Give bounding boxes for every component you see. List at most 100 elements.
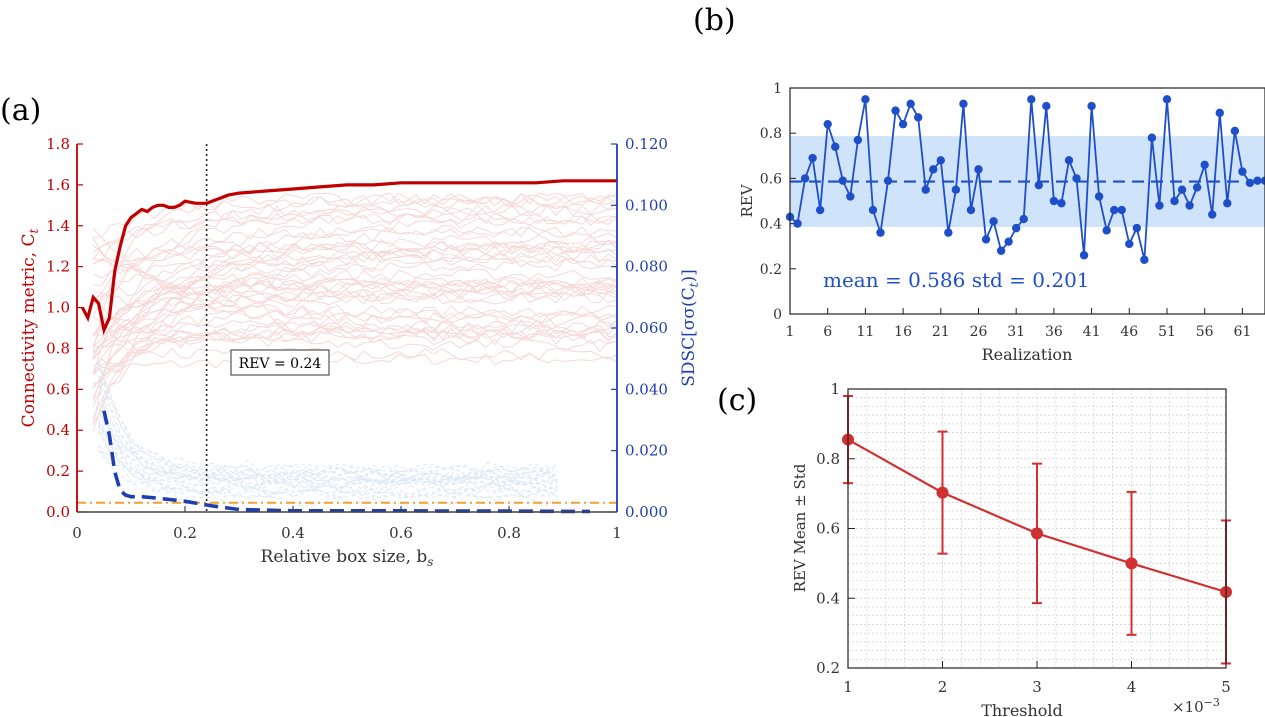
data-point <box>1042 101 1051 111</box>
data-point <box>898 119 908 129</box>
faint-sdsc-line <box>98 361 558 480</box>
data-point <box>1125 557 1138 570</box>
faint-realization-line <box>93 212 618 262</box>
y-tick-label: 0.4 <box>816 589 840 607</box>
x-tick-label: 11 <box>856 324 874 340</box>
x-tick-label: 56 <box>1196 324 1214 340</box>
data-point <box>996 246 1006 255</box>
y-axis-label: REV <box>738 183 756 217</box>
x-axis-multiplier: ×10−3 <box>1172 696 1220 716</box>
data-point <box>800 174 810 183</box>
data-point <box>1004 237 1013 246</box>
x-axis-multiplier-base: ×10 <box>1172 698 1204 716</box>
data-point <box>929 165 938 174</box>
panel-label-a: (a) <box>0 93 41 128</box>
panel-c: 0.2 0.4 0.6 0.8 1 1 2 3 4 5 Threshold ×10−3 REV M… <box>791 380 1232 717</box>
data-point <box>1215 108 1224 118</box>
faint-realization-line <box>92 258 618 353</box>
data-point <box>966 205 976 215</box>
faint-sdsc-line <box>98 409 558 474</box>
y-tick-label: 0.2 <box>760 262 782 278</box>
faint-sdsc-line <box>98 450 558 494</box>
left-axis-label-sub: t <box>27 229 41 234</box>
data-point <box>1155 201 1164 210</box>
series-connectivity-line <box>80 179 617 336</box>
data-point <box>1230 126 1240 136</box>
faint-realization-line <box>92 192 618 374</box>
y-tick-label: 1 <box>830 380 840 398</box>
left-axis-label: Connectivity metric, Ct <box>19 229 41 428</box>
x-tick-label: 4 <box>1127 678 1137 696</box>
y-tick-label: 1.6 <box>46 176 70 194</box>
faint-realization-line <box>93 284 617 384</box>
axis-ticks: 00.20.40.60.811 6 11 16 21 26 31 36 41 46 51 56 61 <box>760 81 1252 340</box>
stats-annotation: mean = 0.586 std = 0.201 <box>823 268 1090 292</box>
data-point <box>1208 210 1217 219</box>
x-tick-label: 0.8 <box>497 524 521 542</box>
x-tick-label: 16 <box>894 324 912 340</box>
data-point <box>1117 205 1126 215</box>
panel-a: 0.0 0.2 0.4 0.6 0.8 1.0 1.2 1.4 1.6 1.8 0.000 0.02… <box>19 135 701 569</box>
y-tick-label: 1.8 <box>46 135 70 153</box>
plot-frame <box>847 388 1227 669</box>
x-tick-label: 31 <box>1007 324 1025 340</box>
y2-tick-label: 0.120 <box>625 135 668 153</box>
faint-sdsc-line <box>98 410 558 484</box>
data-point <box>1185 201 1194 210</box>
data-point <box>974 165 983 174</box>
x-axis-label-sub: s <box>427 555 433 569</box>
x-tick-label: 6 <box>823 324 832 340</box>
faint-realization-line <box>92 308 618 388</box>
x-axis-label-main: Relative box size, b <box>261 547 428 567</box>
y-tick-label: 0.4 <box>760 217 782 233</box>
y-tick-label: 0.8 <box>760 126 782 142</box>
data-point <box>815 205 825 215</box>
data-point <box>1110 205 1119 215</box>
right-axis-label-sub: t <box>687 282 701 287</box>
panel-label-c: (c) <box>717 383 757 418</box>
data-point <box>1125 239 1134 249</box>
data-point <box>823 119 832 129</box>
faint-sdsc-line <box>98 431 558 491</box>
y-tick-label: 0.4 <box>46 421 70 439</box>
x-tick-label: 46 <box>1120 324 1138 340</box>
y2-tick-label: 0.080 <box>625 258 668 276</box>
faint-realization-line <box>92 322 618 407</box>
data-point <box>981 235 991 244</box>
data-point <box>1147 133 1157 142</box>
series-rev-points <box>785 95 1265 264</box>
faint-realization-line <box>92 268 618 300</box>
faint-realization-line <box>93 296 618 318</box>
faint-realization-line <box>92 213 618 261</box>
x-tick-label: 41 <box>1083 324 1101 340</box>
left-axis-label-main: Connectivity metric, C <box>19 234 39 428</box>
y2-tick-label: 0.060 <box>625 319 668 337</box>
faint-realization-line <box>92 300 618 340</box>
data-point <box>1177 185 1187 194</box>
faint-realization-line <box>92 288 618 354</box>
y-tick-label: 0.0 <box>46 503 70 521</box>
y2-tick-label: 0.020 <box>625 442 668 460</box>
data-point <box>1072 174 1081 183</box>
y-tick-label: 0.2 <box>46 462 70 480</box>
data-point <box>1238 167 1247 176</box>
y-tick-label: 1.2 <box>46 258 70 276</box>
data-point <box>936 156 945 165</box>
faint-realization-line <box>92 227 618 342</box>
x-tick-label: 1 <box>612 524 622 542</box>
x-tick-label: 0.4 <box>281 524 305 542</box>
plot-frame <box>789 87 1265 315</box>
data-point <box>989 217 998 226</box>
right-axis-ticks: 0.000 0.020 0.040 0.060 0.080 0.100 0.120 <box>611 135 668 521</box>
faint-realization-line <box>92 204 618 253</box>
faint-sdsc-line <box>98 418 558 477</box>
faint-sdsc-line <box>98 382 558 486</box>
data-point <box>951 185 961 194</box>
data-point <box>906 99 915 109</box>
x-tick-label: 3 <box>1032 678 1042 696</box>
data-point <box>1170 196 1179 206</box>
y-tick-label: 0.2 <box>816 659 840 677</box>
right-axis-label-main: SDSC[σσ(C <box>679 287 699 386</box>
y-tick-label: 0 <box>773 307 782 323</box>
